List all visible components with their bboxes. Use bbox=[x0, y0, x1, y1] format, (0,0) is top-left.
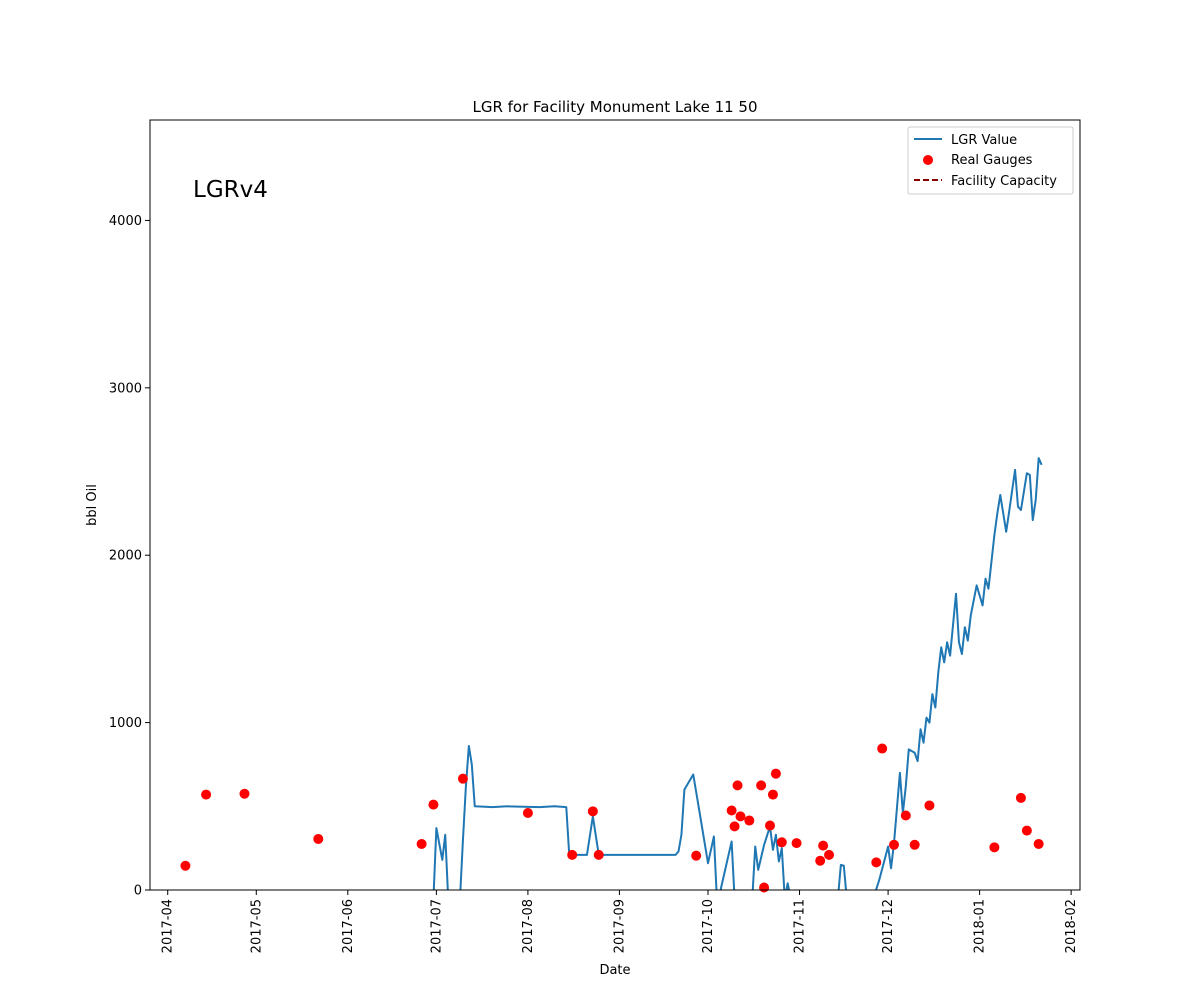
real-gauge-point bbox=[759, 882, 770, 893]
real-gauge-point bbox=[877, 743, 888, 754]
plot-area-frame bbox=[149, 119, 1081, 891]
real-gauge-point bbox=[239, 788, 250, 799]
y-axis-label: bbl Oil bbox=[85, 484, 100, 526]
legend: LGR Value Real Gauges Facility Capacity bbox=[907, 126, 1074, 195]
scatter-layer bbox=[180, 743, 1044, 893]
legend-real-gauges-label: Real Gauges bbox=[951, 153, 1033, 168]
y-tick-label: 0 bbox=[134, 884, 142, 899]
real-gauge-point bbox=[732, 780, 743, 791]
y-axis: 0 1000 2000 3000 4000 bbox=[109, 214, 150, 899]
real-gauge-point bbox=[767, 789, 778, 800]
real-gauge-point bbox=[587, 806, 598, 817]
real-gauge-point bbox=[818, 840, 829, 851]
version-annotation: LGRv4 bbox=[193, 177, 268, 203]
x-tick-label: 2017-07 bbox=[429, 899, 444, 953]
x-tick-label: 2017-05 bbox=[249, 899, 264, 953]
real-gauge-point bbox=[726, 805, 737, 816]
real-gauge-point bbox=[1015, 792, 1026, 803]
real-gauge-point bbox=[180, 860, 191, 871]
x-tick-label: 2017-12 bbox=[881, 899, 896, 953]
y-tick-label: 2000 bbox=[109, 549, 142, 564]
real-gauge-point bbox=[744, 815, 755, 826]
x-axis-label: Date bbox=[599, 963, 630, 978]
x-tick-label: 2018-01 bbox=[973, 899, 988, 953]
x-tick-label: 2017-06 bbox=[341, 899, 356, 953]
x-tick-label: 2017-08 bbox=[521, 899, 536, 953]
real-gauge-point bbox=[1021, 825, 1032, 836]
y-tick-label: 1000 bbox=[109, 716, 142, 731]
legend-real-gauges-swatch bbox=[923, 155, 933, 165]
real-gauge-point bbox=[428, 799, 439, 810]
real-gauge-point bbox=[824, 849, 835, 860]
x-tick-label: 2018-02 bbox=[1064, 899, 1079, 953]
y-tick-label: 3000 bbox=[109, 381, 142, 396]
legend-box bbox=[907, 126, 1074, 195]
real-gauge-point bbox=[691, 850, 702, 861]
real-gauge-point bbox=[765, 820, 775, 831]
legend-facility-capacity-label: Facility Capacity bbox=[951, 174, 1057, 189]
real-gauge-point bbox=[776, 837, 787, 848]
x-tick-label: 2017-10 bbox=[701, 899, 716, 953]
legend-lgr-value-label: LGR Value bbox=[951, 133, 1017, 148]
x-tick-label: 2017-04 bbox=[161, 899, 176, 953]
real-gauge-point bbox=[593, 849, 604, 860]
real-gauge-point bbox=[815, 855, 826, 866]
x-axis: 2017-04 2017-05 2017-06 2017-07 2017-08 2017-… bbox=[161, 890, 1079, 953]
real-gauge-point bbox=[909, 839, 920, 850]
real-gauge-point bbox=[989, 842, 1000, 853]
real-gauge-point bbox=[416, 838, 427, 849]
real-gauge-point bbox=[201, 789, 212, 800]
real-gauge-point bbox=[871, 857, 882, 868]
real-gauge-point bbox=[567, 849, 578, 860]
x-tick-label: 2017-09 bbox=[612, 899, 627, 953]
real-gauge-point bbox=[729, 821, 740, 832]
real-gauge-point bbox=[313, 833, 324, 844]
real-gauge-point bbox=[889, 839, 899, 850]
real-gauge-point bbox=[756, 780, 767, 791]
real-gauge-point bbox=[924, 800, 935, 811]
real-gauge-point bbox=[770, 768, 781, 779]
lgr-value-line bbox=[432, 457, 1043, 890]
series-layer bbox=[432, 457, 1043, 890]
real-gauge-point bbox=[735, 811, 746, 822]
real-gauge-point bbox=[522, 808, 533, 818]
x-tick-label: 2017-11 bbox=[793, 899, 808, 953]
real-gauge-point bbox=[1033, 838, 1044, 849]
real-gauge-point bbox=[457, 773, 468, 784]
real-gauge-point bbox=[900, 810, 911, 821]
chart-title: LGR for Facility Monument Lake 11 50 bbox=[472, 98, 757, 116]
y-tick-label: 4000 bbox=[109, 214, 142, 229]
real-gauge-point bbox=[791, 838, 802, 849]
